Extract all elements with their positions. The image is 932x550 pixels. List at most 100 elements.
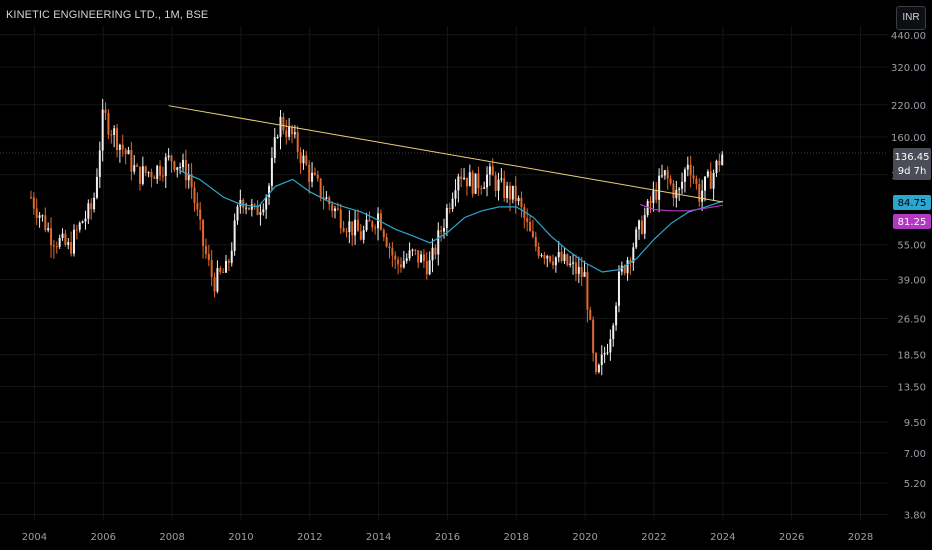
candle-body [511, 185, 514, 200]
candle-body [640, 220, 643, 234]
candle-body [417, 250, 420, 263]
candle-body [90, 203, 93, 210]
candle-body [577, 267, 580, 274]
candle-body [471, 172, 474, 194]
candle-body [184, 159, 187, 181]
ma-purple-badge: 81.25 [893, 214, 931, 229]
candle-body [336, 208, 339, 210]
candle-body [388, 246, 391, 249]
candle-body [316, 174, 319, 179]
candle-body [514, 185, 517, 202]
candle-body [204, 246, 207, 254]
moving-average-blue [178, 169, 723, 273]
candle-body [540, 255, 543, 257]
candle-body [116, 128, 119, 150]
candle-body [308, 164, 311, 182]
y-tick-label: 55.00 [897, 241, 926, 252]
trendline[interactable] [168, 105, 723, 203]
candle-body [311, 172, 314, 182]
candle-body [233, 220, 236, 251]
candle-body [138, 166, 141, 184]
candle-body [635, 229, 638, 248]
y-tick-label: 13.50 [897, 383, 926, 394]
candle-body [617, 271, 620, 306]
candle-body [520, 197, 523, 208]
candle-body [445, 207, 448, 228]
x-tick-label: 2024 [710, 532, 735, 543]
candle-body [420, 254, 423, 263]
last-price-value: 136.45 [895, 152, 930, 163]
candle-body [61, 233, 64, 239]
candle-body [270, 157, 273, 186]
candle-body [170, 155, 173, 162]
y-tick-label: 26.50 [897, 314, 926, 325]
candle-body [377, 213, 380, 229]
candle-body [299, 151, 302, 164]
candle-body [259, 212, 262, 215]
candle-body [118, 144, 121, 150]
candle-body [161, 175, 164, 177]
candle-body [554, 257, 557, 266]
candle-body [497, 179, 500, 191]
candle-body [692, 175, 695, 179]
candle-body [706, 171, 709, 177]
x-tick-label: 2008 [159, 532, 184, 543]
candle-body [494, 175, 497, 191]
candle-body [245, 207, 248, 209]
candle-body [124, 149, 127, 155]
x-tick-label: 2016 [435, 532, 460, 543]
candle-body [600, 354, 603, 366]
y-tick-label: 320.00 [891, 63, 926, 74]
currency-button[interactable]: INR [896, 6, 926, 30]
candle-body [213, 277, 216, 292]
candle-body [399, 264, 402, 268]
candle-body [371, 221, 374, 228]
x-tick-label: 2006 [91, 532, 116, 543]
candle-body [219, 268, 222, 272]
candle-body [451, 198, 454, 210]
last-price-badge: 136.45 9d 7h [893, 148, 931, 180]
candle-body [431, 247, 434, 261]
candle-body [465, 177, 468, 187]
candle-body [586, 272, 589, 310]
candle-body [325, 197, 328, 200]
candle-body [44, 215, 47, 231]
candle-body [709, 171, 712, 189]
y-tick-label: 18.50 [897, 351, 926, 362]
ma-blue-value: 84.75 [898, 198, 927, 209]
candle-body [422, 254, 425, 262]
candle-body [236, 206, 239, 221]
candle-body [508, 185, 511, 200]
candle-body [563, 254, 566, 262]
candle-body [47, 228, 50, 231]
candle-body [227, 260, 230, 263]
candle-body [242, 199, 245, 208]
candle-body [437, 230, 440, 255]
x-tick-label: 2026 [779, 532, 804, 543]
time-axis[interactable]: 2004 2006 2008 2010 2012 2014 2016 2018 2020 2022… [22, 532, 873, 543]
candle-body [480, 188, 483, 190]
candle-body [268, 185, 271, 198]
candle-body [207, 253, 210, 261]
candle-body [434, 247, 437, 255]
candle-body [95, 176, 98, 198]
candle-body [701, 190, 704, 202]
candle-body [167, 155, 170, 158]
candle-body [526, 218, 529, 222]
candle-body [394, 255, 397, 260]
candle-body [583, 272, 586, 277]
candle-body [543, 255, 546, 259]
candle-body [443, 227, 445, 232]
candle-body [454, 190, 457, 199]
x-tick-label: 2004 [22, 532, 47, 543]
candle-body [250, 204, 253, 210]
candle-body [546, 256, 549, 259]
candle-body [623, 265, 626, 274]
candle-body [368, 219, 371, 222]
candle-body [75, 229, 78, 231]
candle-body [356, 219, 359, 232]
candle-body [672, 183, 675, 199]
candle-body [187, 174, 190, 181]
chart-title: KINETIC ENGINEERING LTD., 1M, BSE [6, 9, 209, 21]
